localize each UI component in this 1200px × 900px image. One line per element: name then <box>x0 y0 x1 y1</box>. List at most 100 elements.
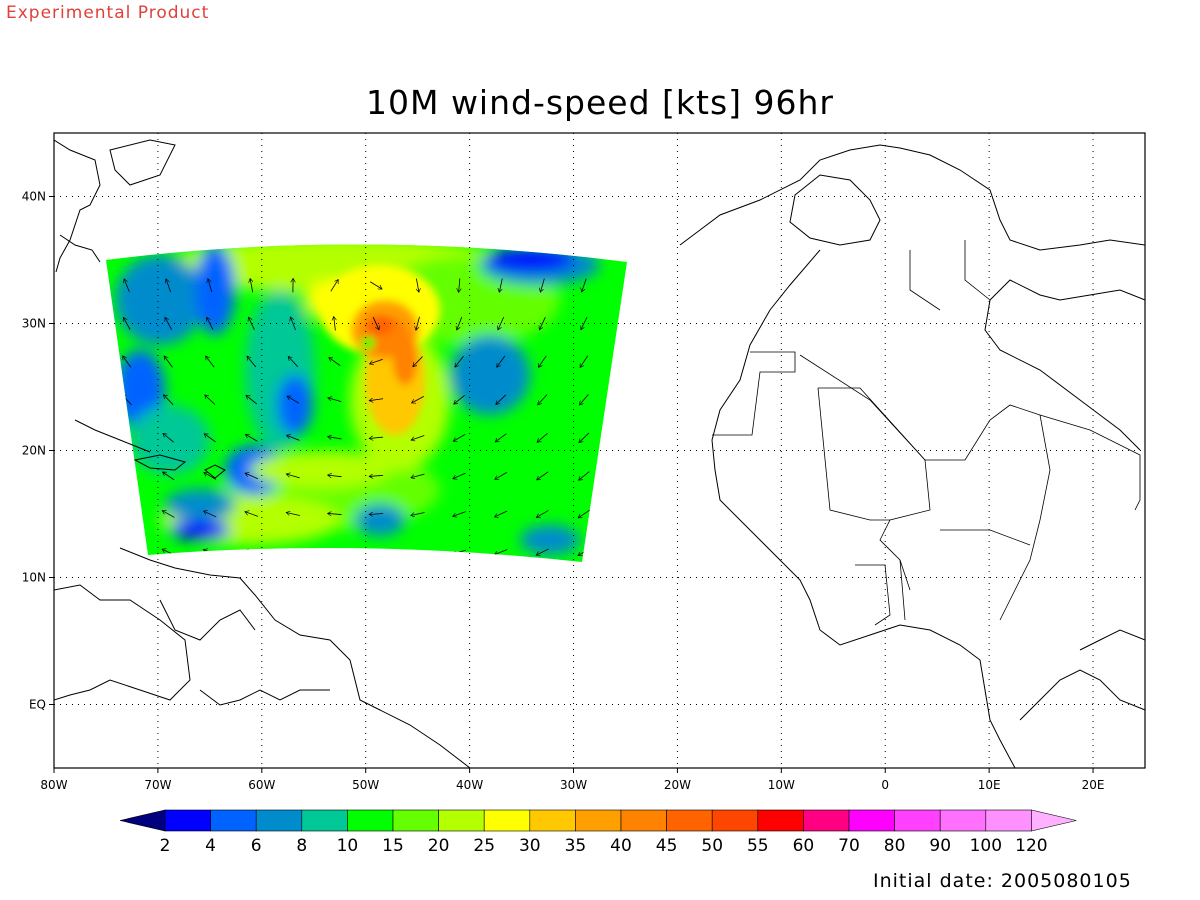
lon-tick-label: 10W <box>768 778 795 792</box>
wind-arrow <box>416 278 419 293</box>
lon-tick-label: 80W <box>40 778 67 792</box>
wind-arrow <box>453 472 466 479</box>
colorbar-swatch <box>894 809 941 832</box>
colorbar-level-label: 15 <box>382 836 404 856</box>
wind-arrow <box>287 395 300 404</box>
wind-arrow <box>496 394 507 405</box>
colorbar-swatch <box>529 809 576 832</box>
wind-arrow <box>579 432 590 443</box>
wind-arrow <box>411 473 425 478</box>
experimental-product-label: Experimental Product <box>6 3 210 23</box>
wind-arrow <box>499 278 503 293</box>
map-title: 10M wind-speed [kts] 96hr <box>365 83 835 122</box>
colorbar-level-label: 4 <box>205 836 216 856</box>
wind-arrow <box>453 511 466 517</box>
wind-arrow <box>457 316 463 330</box>
lon-tick-label: 0 <box>881 778 889 792</box>
colorbar-level-label: 70 <box>838 836 860 856</box>
wind-speed-field <box>106 244 627 562</box>
colorbar-level-label: 80 <box>884 836 906 856</box>
lon-tick-label: 20W <box>664 778 691 792</box>
colorbar-swatch <box>848 809 895 832</box>
wind-arrow <box>328 398 342 403</box>
colorbar-swatch <box>483 809 531 832</box>
wind-arrow <box>540 278 545 292</box>
wind-arrow <box>369 475 384 476</box>
colorbar-level-label: 20 <box>428 836 450 856</box>
colorbar-swatch <box>164 809 211 832</box>
colorbar-swatch <box>666 809 713 832</box>
wind-arrow <box>250 279 253 293</box>
colorbar-swatch <box>575 809 622 832</box>
colorbar-swatch <box>255 809 303 832</box>
colorbar-swatch <box>392 809 439 832</box>
country-borders <box>712 240 1141 626</box>
wind-arrow <box>411 512 425 516</box>
wind-arrow <box>538 355 547 368</box>
colorbar-level-label: 50 <box>701 836 723 856</box>
wind-arrow <box>328 552 342 553</box>
wind-arrow <box>370 358 383 364</box>
lon-tick-label: 60W <box>248 778 275 792</box>
wind-arrow <box>288 356 299 367</box>
lat-tick-label: 30N <box>22 317 46 331</box>
colorbar-level-label: 40 <box>610 836 632 856</box>
wind-arrow <box>580 355 589 368</box>
colorbar-swatch <box>803 809 850 832</box>
wind-arrow <box>330 279 339 292</box>
colorbar-swatch <box>210 809 257 832</box>
colorbar-level-label: 35 <box>565 836 587 856</box>
wind-arrow <box>369 437 384 438</box>
lon-tick-label: 50W <box>352 778 379 792</box>
wind-arrow <box>539 317 546 330</box>
wind-arrow <box>124 279 130 293</box>
wind-arrow <box>537 471 549 480</box>
wind-arrow <box>411 551 425 554</box>
wind-arrow <box>328 475 342 477</box>
lat-tick-label: 20N <box>22 444 46 458</box>
lat-tick-label: 40N <box>22 190 46 204</box>
wind-arrow <box>163 395 174 406</box>
wind-arrow <box>581 317 588 330</box>
wind-arrow <box>495 472 508 479</box>
wind-arrow <box>494 549 508 554</box>
wind-arrow <box>204 511 217 518</box>
colorbar-min-triangle <box>119 809 166 832</box>
wind-arrow <box>578 509 590 518</box>
wind-arrow <box>328 513 342 514</box>
wind-arrow <box>206 356 215 368</box>
wind-arrow <box>164 356 173 368</box>
wind-arrow <box>495 433 507 442</box>
wind-arrow <box>455 355 464 367</box>
wind-arrow <box>413 356 423 367</box>
wind-arrow <box>582 278 587 292</box>
wind-arrow <box>245 473 258 480</box>
colorbar-swatch <box>438 809 485 832</box>
wind-arrow <box>166 279 172 293</box>
colorbar-level-label: 60 <box>793 836 815 856</box>
wind-arrow <box>372 316 379 330</box>
wind-arrow <box>537 432 548 442</box>
wind-arrow <box>459 278 460 292</box>
wind-arrow <box>286 474 300 479</box>
wind-arrow <box>121 472 133 481</box>
wind-arrow <box>578 471 590 481</box>
wind-arrow <box>494 510 508 517</box>
wind-arrow <box>245 512 259 517</box>
colorbar-level-label: 45 <box>656 836 678 856</box>
wind-arrow <box>286 551 300 553</box>
wind-arrow <box>334 317 336 331</box>
wind-arrow <box>411 435 425 440</box>
colorbar-swatch <box>939 809 987 832</box>
colorbar-level-label: 90 <box>929 836 951 856</box>
wind-arrow <box>286 435 300 441</box>
colorbar-level-label: 55 <box>747 836 769 856</box>
colorbar-level-label: 30 <box>519 836 541 856</box>
colorbar-max-triangle <box>1031 809 1077 832</box>
lat-tick-label: EQ <box>29 698 46 712</box>
wind-arrow <box>411 396 425 403</box>
colorbar-level-label: 6 <box>251 836 262 856</box>
colorbar: 2 4 6 8 10 15 20 25 30 35 40 45 50 55 60 70 80 90 100 120 <box>119 809 1077 856</box>
colorbar-level-label: 2 <box>160 836 171 856</box>
wind-arrow <box>123 356 132 368</box>
